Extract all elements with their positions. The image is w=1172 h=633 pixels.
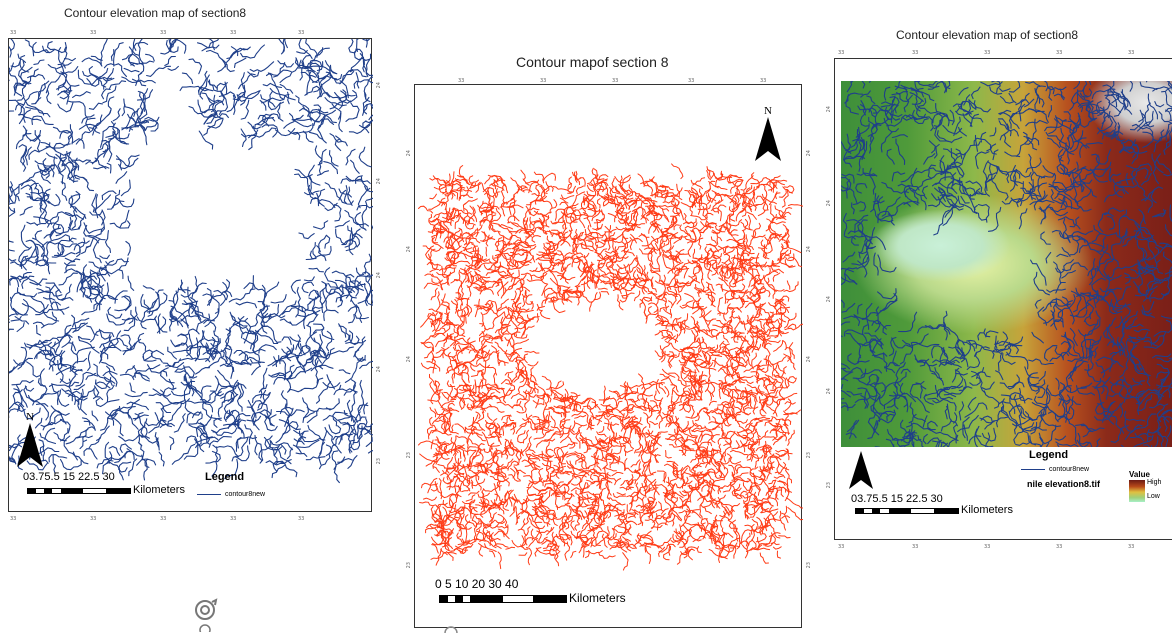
map-1-bottom-tick: 33 bbox=[230, 516, 237, 522]
map-2-contour-canvas bbox=[418, 163, 803, 571]
map-1-side-tick: 24 bbox=[376, 366, 382, 373]
map-3-title: Contour elevation map of section8 bbox=[896, 28, 1079, 42]
map-1-legend: Legend contour8new bbox=[197, 471, 265, 498]
map-2-top-tick: 33 bbox=[540, 78, 547, 84]
map-2-top-tick: 33 bbox=[688, 78, 695, 84]
elevation-color-ramp bbox=[1129, 480, 1145, 502]
map-2-top-tick: 33 bbox=[760, 78, 767, 84]
contour-line-symbol bbox=[197, 494, 221, 495]
map-3-side-tick: 24 bbox=[826, 296, 832, 303]
map-3-frame: 03.75.5 15 22.5 30 Kilometers Legend con… bbox=[834, 58, 1172, 540]
map-3-scale-bar: 03.75.5 15 22.5 30 Kilometers bbox=[851, 493, 1013, 516]
map-2-side-tick-right: 24 bbox=[806, 246, 812, 253]
map-2-top-tick: 33 bbox=[458, 78, 465, 84]
map-3-top-tick: 33 bbox=[912, 50, 919, 56]
map-3-top-tick: 33 bbox=[984, 50, 991, 56]
map-2-side-tick-right: 24 bbox=[806, 356, 812, 363]
map-2-title: Contour mapof section 8 bbox=[516, 54, 669, 70]
map-1-top-tick: 33 bbox=[298, 30, 305, 36]
map-3-top-tick: 33 bbox=[1056, 50, 1063, 56]
contour-lines bbox=[9, 39, 373, 484]
contour-lines bbox=[418, 163, 803, 571]
rotate-handle-icon[interactable] bbox=[190, 596, 220, 632]
map-1-frame: N 03.75.5 15 22.5 30 Kilometers Legend bbox=[8, 38, 373, 512]
map-3-side-tick: 24 bbox=[826, 106, 832, 113]
map-2-side-tick-right: 23 bbox=[806, 562, 812, 569]
map-1-bottom-tick: 33 bbox=[90, 516, 97, 522]
map-1-side-tick: 24 bbox=[376, 82, 382, 89]
map-3-bottom-tick: 33 bbox=[838, 544, 845, 550]
map-1-top-tick: 33 bbox=[10, 30, 17, 36]
map-1-title: Contour elevation map of section8 bbox=[64, 6, 247, 20]
map-2-side-tick: 24 bbox=[406, 150, 412, 157]
map-1-top-tick: 33 bbox=[90, 30, 97, 36]
map-3-side-tick: 23 bbox=[826, 482, 832, 489]
map-1-side-tick: 24 bbox=[376, 272, 382, 279]
contour-line-symbol bbox=[1021, 469, 1045, 470]
map-2-side-tick: 23 bbox=[406, 562, 412, 569]
map-1-side-tick: 23 bbox=[376, 458, 382, 465]
map-1-bottom-tick: 33 bbox=[298, 516, 305, 522]
contour-lines bbox=[841, 81, 1172, 447]
map-1-top-tick: 33 bbox=[160, 30, 167, 36]
map-3-bottom-tick: 33 bbox=[912, 544, 919, 550]
map-1-top-tick: 33 bbox=[230, 30, 237, 36]
map-2-top-tick: 33 bbox=[612, 78, 619, 84]
map-3-side-tick: 24 bbox=[826, 200, 832, 207]
map-3-contour-overlay bbox=[841, 81, 1172, 447]
map-1-bottom-tick: 33 bbox=[10, 516, 17, 522]
map-3-legend: Legend contour8new Value nile elevation8… bbox=[1021, 449, 1171, 502]
map-3-bottom-tick: 33 bbox=[1056, 544, 1063, 550]
map-1-side-tick: 24 bbox=[376, 178, 382, 185]
map-2-frame: N 0 5 10 20 30 40 Kilometers bbox=[414, 84, 803, 628]
map-1-scale-bar: 03.75.5 15 22.5 30 Kilometers bbox=[23, 471, 185, 496]
map-3-bottom-tick: 33 bbox=[1128, 544, 1135, 550]
map-3-top-tick: 33 bbox=[1128, 50, 1135, 56]
map-3-north-arrow bbox=[849, 447, 873, 491]
map-2-north-arrow: N bbox=[755, 105, 781, 161]
map-3-side-tick: 24 bbox=[826, 388, 832, 395]
map-2-rotate-handle-icon[interactable] bbox=[444, 625, 458, 633]
map-3-top-tick: 33 bbox=[838, 50, 845, 56]
map-2-side-tick: 24 bbox=[406, 246, 412, 253]
map-3-bottom-tick: 33 bbox=[984, 544, 991, 550]
map-2-side-tick-right: 24 bbox=[806, 150, 812, 157]
elevation-raster bbox=[841, 81, 1172, 447]
map-1-contour-canvas bbox=[9, 39, 373, 484]
map-2-scale-bar: 0 5 10 20 30 40 Kilometers bbox=[435, 577, 626, 605]
map-2-side-tick: 24 bbox=[406, 356, 412, 363]
map-1-north-arrow: N bbox=[17, 411, 43, 467]
map-2-side-tick-right: 23 bbox=[806, 452, 812, 459]
map-2-side-tick: 23 bbox=[406, 452, 412, 459]
map-1-bottom-tick: 33 bbox=[160, 516, 167, 522]
